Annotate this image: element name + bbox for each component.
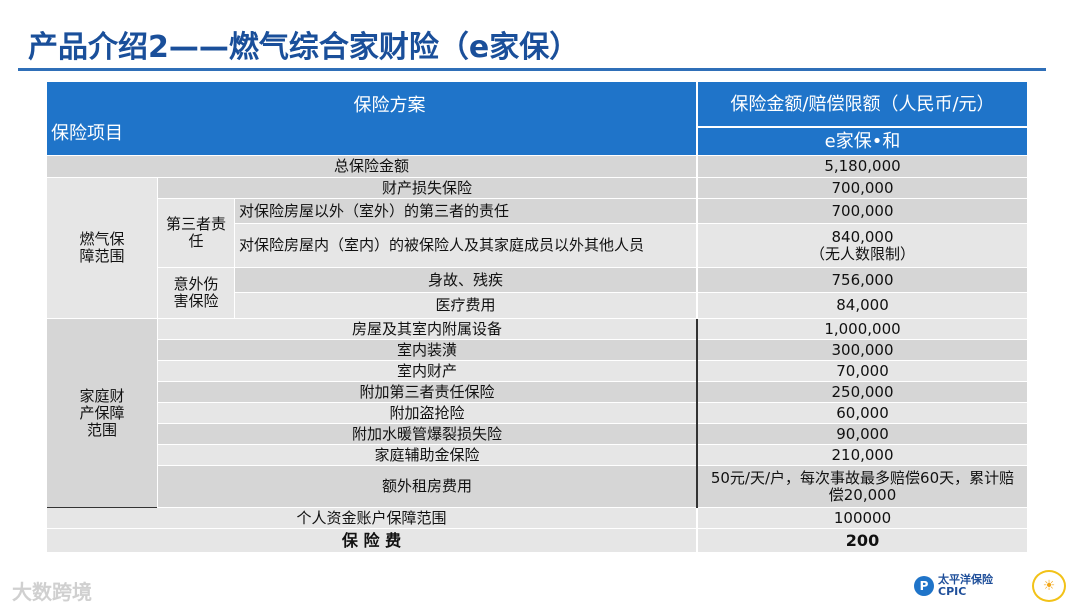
home-row-label: 室内财产 [158,361,696,381]
home-row-value: 210,000 [698,445,1027,465]
insurance-table: 保险方案 保险项目 保险金额/赔偿限额（人民币/元） e家保•和 总保险金额 5… [47,82,1027,552]
emblem-icon: ☀ [1032,570,1066,602]
third-party-indoor-value-cell: 840,000 （无人数限制） [698,224,1027,267]
logo-abbr: CPIC [938,585,967,598]
personal-label: 个人资金账户保障范围 [47,508,696,528]
home-row-label: 家庭辅助金保险 [158,445,696,465]
header-amount: 保险金额/赔偿限额（人民币/元） [698,82,1027,126]
third-party-outdoor-value: 700,000 [698,199,1027,223]
logo-name: 太平洋保险 [938,573,993,586]
home-row-value: 300,000 [698,340,1027,360]
header-plan: 保险方案 [47,82,696,128]
home-section-label: 家庭财产保障范围 [47,319,157,507]
home-row-label: 附加盗抢险 [158,403,696,423]
third-party-indoor-label: 对保险房屋内（室内）的被保险人及其家庭成员以外其他人员 [235,224,696,267]
total-label: 总保险金额 [47,156,696,177]
third-party-indoor-note: （无人数限制） [809,244,915,263]
title-divider [18,68,1046,71]
property-loss-value: 700,000 [698,178,1027,198]
premium-label: 保 险 费 [47,529,696,552]
third-party-label: 第三者责任 [158,199,234,267]
accident-label: 意外伤害保险 [158,268,234,318]
home-row-value: 1,000,000 [698,319,1027,339]
home-row-label: 附加第三者责任保险 [158,382,696,402]
third-party-indoor-value: 840,000 [831,227,894,246]
property-loss-label: 财产损失保险 [158,178,696,198]
section-divider [47,507,157,508]
header-product: e家保•和 [698,128,1027,155]
accident-medical-label: 医疗费用 [235,293,696,318]
rent-label: 额外租房费用 [158,466,696,507]
accident-death-label: 身故、残疾 [235,268,696,292]
accident-death-value: 756,000 [698,268,1027,292]
cpic-logo: P 太平洋保险 CPIC [914,574,993,598]
premium-value: 200 [698,529,1027,552]
home-row-label: 房屋及其室内附属设备 [158,319,696,339]
home-row-value: 70,000 [698,361,1027,381]
home-row-label: 室内装潢 [158,340,696,360]
watermark: 大数跨境 [12,580,92,604]
header-item: 保险项目 [51,122,123,144]
page-title: 产品介绍2——燃气综合家财险（e家保） [28,30,580,65]
rent-value: 50元/天/户，每次事故最多赔偿60天，累计赔偿20,000 [698,466,1027,507]
gas-section-label: 燃气保障范围 [47,178,157,318]
personal-value: 100000 [698,508,1027,528]
total-value: 5,180,000 [698,156,1027,177]
home-row-label: 附加水暖管爆裂损失险 [158,424,696,444]
home-row-value: 90,000 [698,424,1027,444]
accident-medical-value: 84,000 [698,293,1027,318]
cpic-logo-icon: P [914,576,934,596]
third-party-outdoor-label: 对保险房屋以外（室外）的第三者的责任 [235,199,696,223]
home-row-value: 250,000 [698,382,1027,402]
home-row-value: 60,000 [698,403,1027,423]
column-divider [696,319,698,508]
